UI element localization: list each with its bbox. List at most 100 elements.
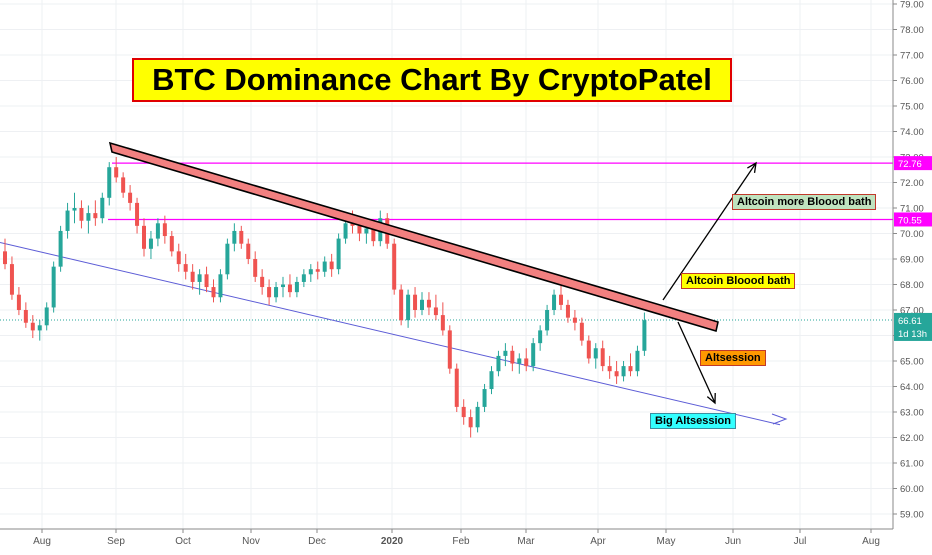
candle-body (190, 271, 195, 282)
y-tick-label: 78.00 (900, 25, 924, 36)
candle-body (148, 238, 153, 249)
candle-body (16, 294, 21, 310)
y-tick-label: 67.00 (900, 306, 924, 317)
candle-body (420, 299, 424, 310)
level-tag-70.55 (894, 212, 932, 227)
candle-body (545, 310, 550, 331)
candle-body (100, 197, 105, 219)
y-tick-label: 75.00 (900, 102, 924, 113)
candle-body (44, 307, 49, 326)
y-tick-label: 72.00 (900, 178, 924, 189)
candle-body (114, 167, 119, 178)
y-tick-label: 79.00 (900, 0, 924, 11)
candle-body (607, 366, 612, 372)
candle-body (79, 208, 84, 221)
candle-body (329, 261, 334, 270)
candle-body (232, 230, 237, 244)
candle-body (86, 213, 91, 221)
candle-body (281, 284, 285, 288)
x-tick-label: Dec (308, 536, 326, 547)
arrow-down-shaft (677, 321, 716, 404)
candle-body (399, 289, 404, 321)
candle-body (524, 358, 529, 367)
candle-body (510, 350, 515, 364)
candle-body (23, 310, 28, 323)
x-tick-label: 2020 (381, 536, 404, 547)
candle-body (176, 251, 181, 265)
candle-body (135, 202, 140, 226)
candle-body (155, 223, 160, 239)
candle-body (260, 276, 265, 288)
candle-body (3, 251, 7, 265)
x-tick-label: May (657, 536, 676, 547)
candle-body (538, 330, 543, 344)
y-tick-label: 62.00 (900, 433, 924, 444)
candle-body (294, 281, 299, 293)
y-tick-label: 74.00 (900, 127, 924, 138)
candle-body (517, 358, 522, 364)
candle-body (9, 264, 14, 295)
y-tick-label: 69.00 (900, 255, 924, 266)
candle-body (211, 287, 216, 298)
y-tick-label: 76.00 (900, 76, 924, 87)
candle-body (183, 264, 188, 272)
x-tick-label: Jul (794, 536, 807, 547)
candle-body (475, 406, 480, 428)
x-tick-label: Nov (242, 536, 260, 547)
candle-body (58, 230, 63, 267)
candle-body (30, 322, 35, 331)
descending-trend-band (108, 141, 719, 333)
candle-body (336, 238, 341, 270)
candle-body (628, 366, 633, 372)
x-tick-label: Oct (175, 536, 191, 547)
candle-body (433, 307, 438, 316)
annotation-altsession: Altsession (700, 350, 766, 366)
arrow-up-head (747, 161, 757, 173)
chart-title: BTC Dominance Chart By CryptoPatel (132, 58, 732, 102)
candle-body (440, 315, 445, 331)
y-tick-label: 65.00 (900, 357, 924, 368)
candle-body (37, 325, 42, 331)
last-price-label: 66.61 (898, 316, 922, 327)
candle-body (565, 304, 570, 318)
candle-body (482, 389, 487, 407)
candle-body (642, 320, 647, 351)
candle-body (559, 294, 563, 305)
y-tick-label: 71.00 (900, 204, 924, 215)
x-tick-label: Jun (725, 536, 741, 547)
countdown-label: 1d 13h (898, 329, 927, 340)
candle-body (65, 210, 70, 231)
candle-body (121, 177, 126, 193)
y-tick-label: 70.00 (900, 229, 924, 240)
overlay-lines (0, 162, 893, 426)
x-tick-label: Feb (452, 536, 470, 547)
candle-body (357, 225, 362, 234)
candle-body (128, 192, 133, 203)
level-label-72.76: 72.76 (898, 159, 922, 170)
candle-body (426, 299, 431, 308)
candle-body (93, 213, 98, 219)
candles (3, 157, 647, 438)
annotation-big-altsession: Big Altsession (650, 413, 736, 429)
candle-body (322, 261, 327, 272)
candle-body (586, 340, 591, 359)
candle-body (503, 350, 508, 356)
candle-body (274, 287, 279, 298)
y-tick-label: 77.00 (900, 51, 924, 62)
grid (0, 0, 893, 529)
candle-body (552, 294, 557, 310)
candle-body (572, 317, 577, 323)
y-tick-label: 68.00 (900, 280, 924, 291)
candle-body (635, 350, 640, 372)
drawings (108, 141, 757, 405)
candle-body (461, 406, 466, 418)
candle-body (621, 366, 626, 377)
candle-body (162, 223, 167, 237)
x-tick-label: Aug (862, 536, 880, 547)
annotation-altcoin-more-blood-bath: Altcoin more Bloood bath (732, 194, 877, 210)
candle-body (454, 368, 459, 407)
x-tick-label: Mar (517, 536, 535, 547)
y-tick-label: 61.00 (900, 459, 924, 470)
last-price-tag (894, 312, 932, 341)
